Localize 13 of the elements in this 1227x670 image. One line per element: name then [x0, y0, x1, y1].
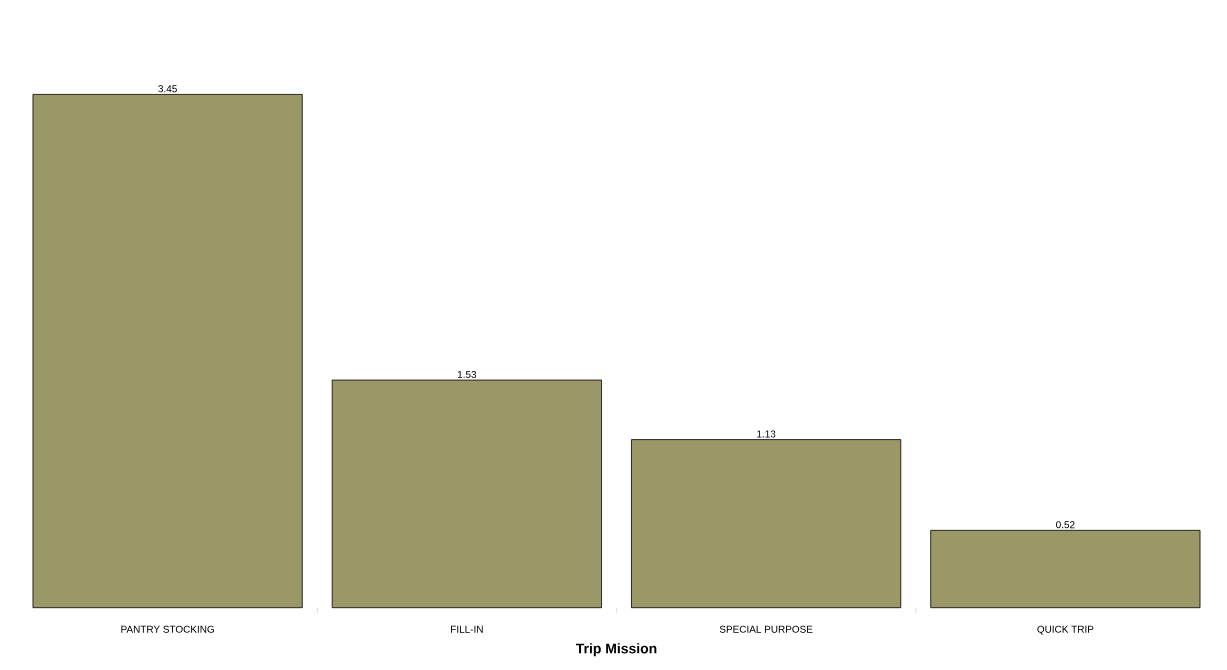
x-tick-label: PANTRY STOCKING: [121, 625, 214, 633]
bar: [631, 439, 902, 609]
bar: [331, 379, 602, 609]
x-axis-title: Trip Mission: [575, 643, 657, 657]
data-label: 1.13: [757, 430, 776, 438]
data-label: 1.53: [457, 370, 477, 378]
data-label: 3.45: [158, 85, 177, 93]
x-tick-label: SPECIAL PURPOSE: [719, 625, 813, 633]
x-tick-label: FILL-IN: [451, 625, 483, 633]
x-tick-label: QUICK TRIP: [1037, 625, 1094, 635]
data-label: 0.52: [1056, 521, 1075, 529]
bar: [930, 529, 1201, 609]
bar: [32, 94, 303, 609]
